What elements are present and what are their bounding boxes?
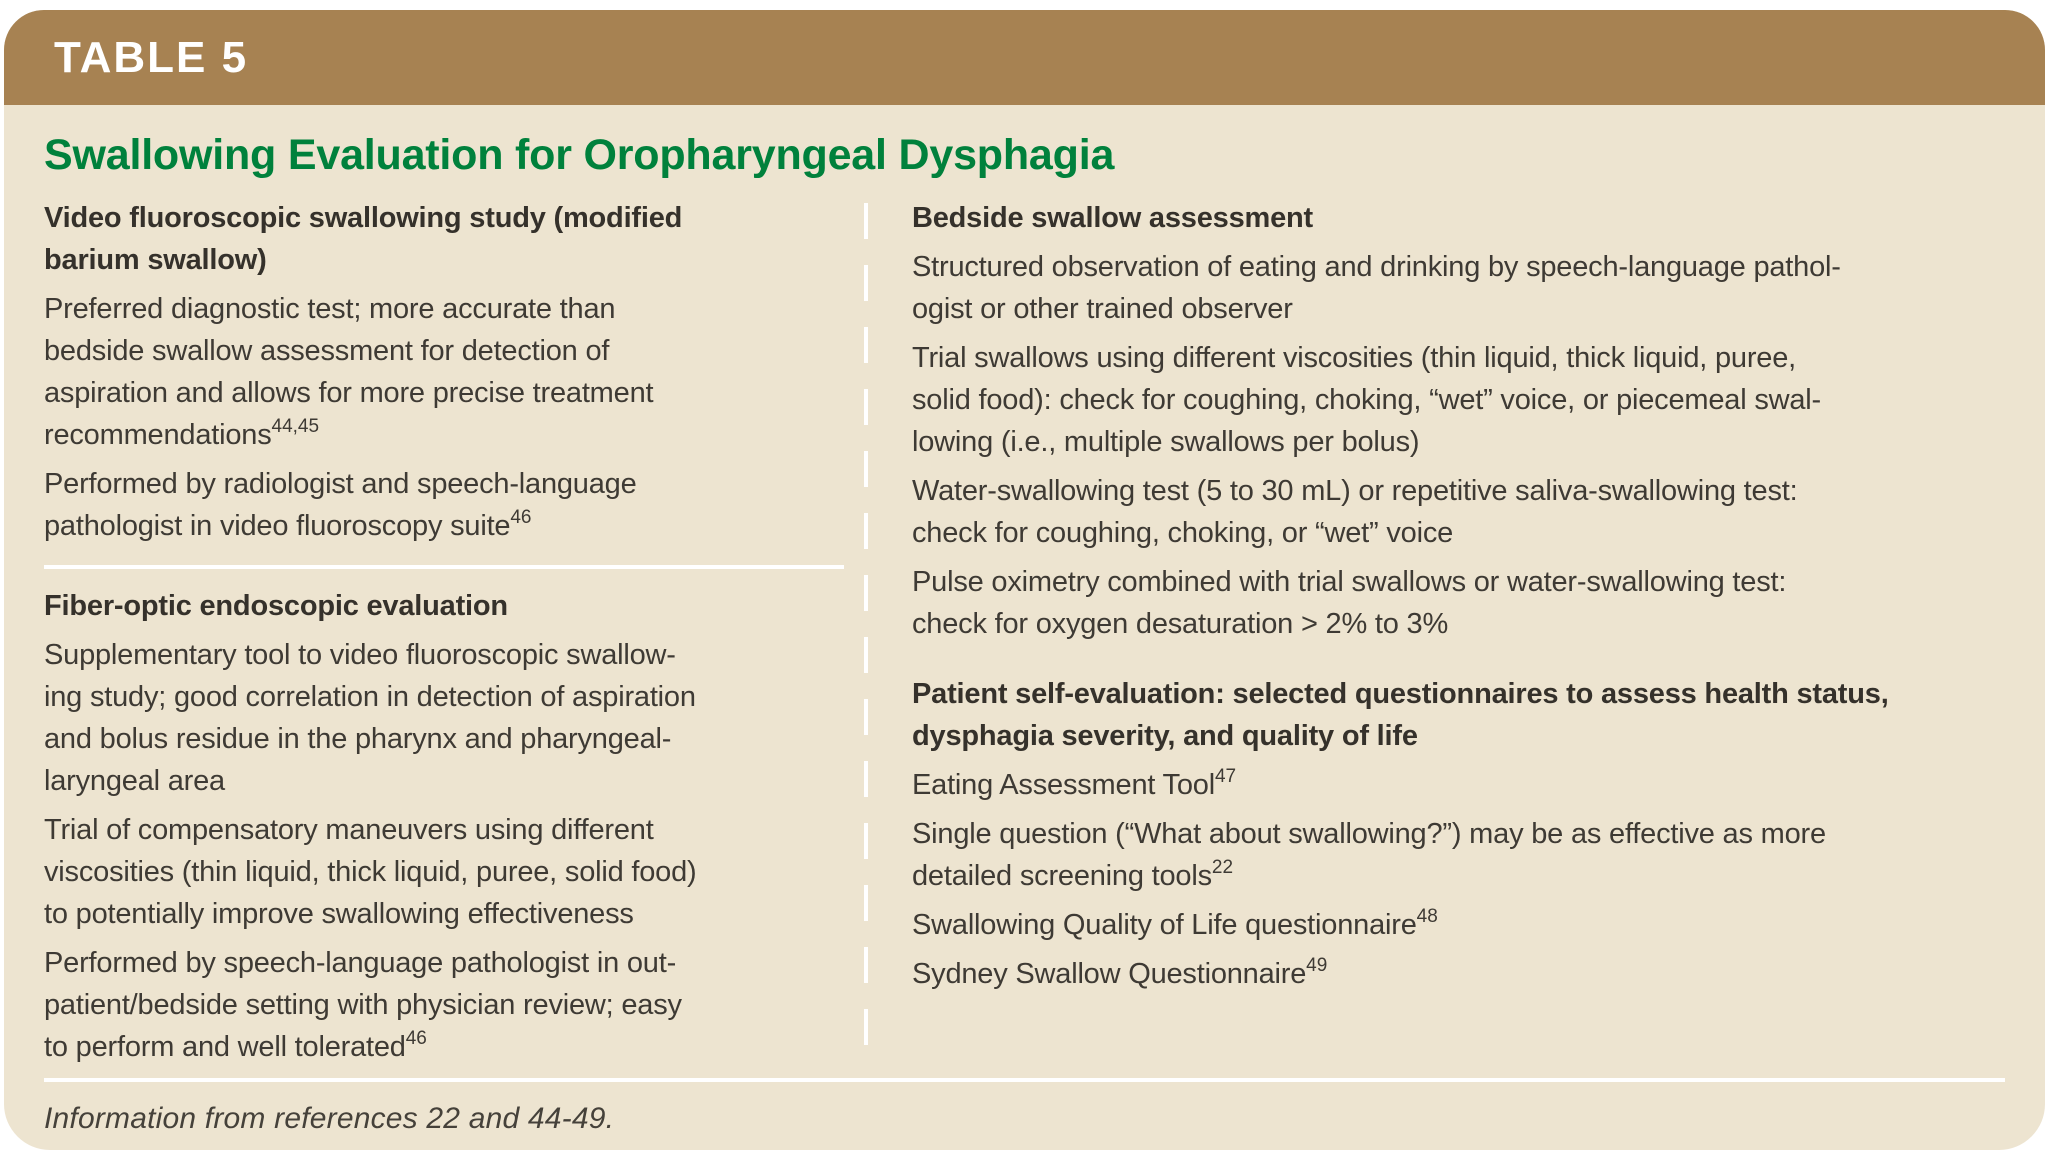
reference-superscript: 46: [405, 1028, 427, 1049]
table-body: Swallowing Evaluation for Oropharyngeal …: [4, 105, 2045, 1150]
left-column: Video fluoroscopic swallowing study (mod…: [44, 197, 844, 1068]
table-header-bar: TABLE 5: [4, 10, 2045, 105]
table-panel: TABLE 5 Swallowing Evaluation for Oropha…: [4, 10, 2045, 1150]
reference-superscript: 48: [1416, 906, 1438, 927]
paragraph: Water-swallowing test (5 to 30 mL) or re…: [912, 475, 1798, 549]
table-number-label: TABLE 5: [54, 32, 249, 82]
column-divider-dashed-line: [864, 203, 868, 1068]
paragraph: Preferred diagnostic test; more accurate…: [44, 293, 654, 451]
right-column: Bedside swallow assessment Structured obs…: [888, 197, 2005, 1068]
section-heading: Fiber-optic endoscopic evaluation: [44, 590, 508, 622]
paragraph: Structured observation of eating and dri…: [912, 251, 1841, 325]
paragraph: Performed by radiologist and speech-lang…: [44, 468, 637, 542]
paragraph: Swallowing Quality of Life questionnaire…: [912, 906, 1438, 941]
reference-superscript: 46: [510, 507, 532, 528]
paragraph: Trial of compensatory maneuvers using di…: [44, 814, 697, 930]
reference-superscript: 22: [1211, 857, 1234, 878]
table-title: Swallowing Evaluation for Oropharyngeal …: [44, 131, 1115, 179]
source-note: Information from references 22 and 44-49…: [44, 1102, 615, 1135]
paragraph: Eating Assessment Tool47: [912, 766, 1237, 801]
reference-superscript: 49: [1306, 955, 1328, 976]
reference-superscript: 44,45: [271, 416, 320, 437]
paragraph: Trial swallows using different viscositi…: [912, 342, 1821, 458]
reference-superscript: 47: [1214, 766, 1237, 787]
paragraph: Single question (“What about swallowing?…: [912, 818, 1826, 892]
paragraph: Performed by speech-language pathologist…: [44, 947, 682, 1063]
table-columns: Video fluoroscopic swallowing study (mod…: [44, 197, 2005, 1068]
section-divider-line: [44, 565, 844, 569]
section-heading: Patient self-evaluation: selected questi…: [912, 678, 1889, 752]
footer-divider-line: [44, 1078, 2005, 1082]
paragraph: Pulse oximetry combined with trial swall…: [912, 566, 1787, 640]
section-heading: Bedside swallow assessment: [912, 202, 1313, 234]
paragraph: Supplementary tool to video fluoroscopic…: [44, 639, 696, 797]
section-heading: Video fluoroscopic swallowing study (mod…: [44, 202, 683, 276]
paragraph: Sydney Swallow Questionnaire49: [912, 955, 1328, 990]
